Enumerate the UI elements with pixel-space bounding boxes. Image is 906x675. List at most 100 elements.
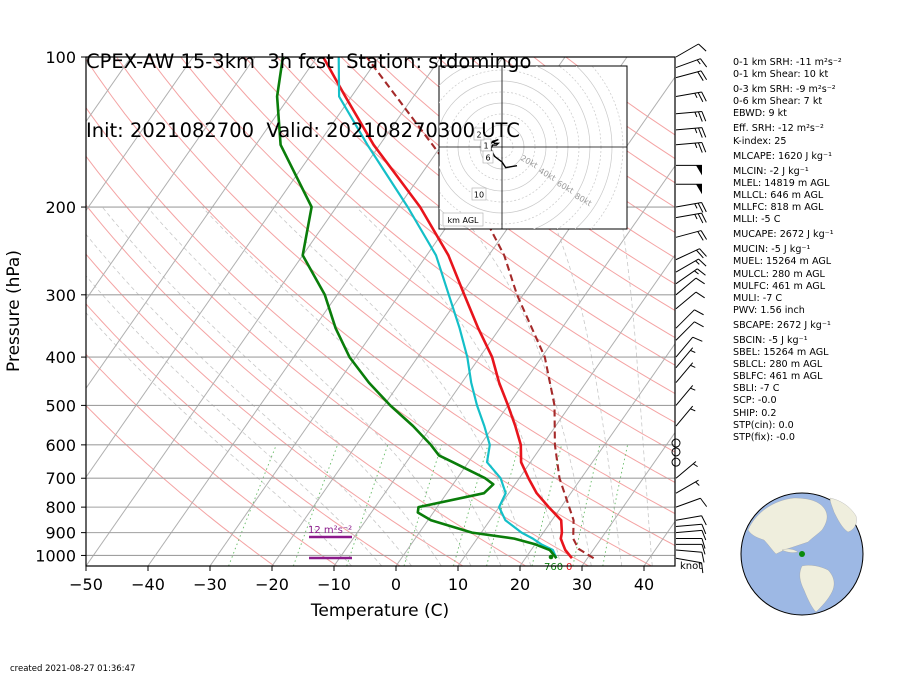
stat-line: MULI: -7 C <box>733 292 783 304</box>
y-tick-label: 800 <box>45 498 76 517</box>
barb-staff <box>675 202 702 208</box>
stat-line: MUCIN: -5 J kg⁻¹ <box>733 244 811 256</box>
barb-flag-half <box>690 364 696 368</box>
moist-adiabat <box>86 312 352 566</box>
isotherm <box>395 165 675 566</box>
barb-flag-full <box>697 142 703 153</box>
barb-flag-full <box>700 497 708 507</box>
stat-line: MUEL: 15264 m AGL <box>733 256 832 268</box>
mixing-ratio-line <box>486 444 520 566</box>
isotherm <box>457 254 675 566</box>
barb-flag-full <box>701 212 707 223</box>
plot-frame <box>85 56 676 567</box>
hodograph-height-box <box>482 150 494 164</box>
wind-barb <box>675 212 707 224</box>
stat-line: EBWD: 9 kt <box>733 108 787 120</box>
wind-barb <box>675 347 696 368</box>
barb-flag-half <box>694 203 698 209</box>
barb-flag-full <box>692 336 703 342</box>
isotherm <box>86 57 256 301</box>
hodograph-height-label: 6 <box>485 154 490 163</box>
barb-staff <box>675 385 694 406</box>
calm-wind-circle <box>671 438 681 448</box>
wind-barb <box>675 549 705 563</box>
barb-flag-full <box>694 321 704 328</box>
chart-title: CPEX-AW 15-3km 3h fcst Station: stdoming… <box>86 4 531 165</box>
moist-adiabat <box>101 206 442 566</box>
calm-wind-circle <box>671 447 681 457</box>
barb-flag-full <box>695 277 705 285</box>
dry-adiabat <box>86 303 401 566</box>
background-lines <box>86 57 675 566</box>
dry-adiabat <box>308 57 675 339</box>
moist-adiabat <box>146 206 472 566</box>
mixing-ratio-line <box>572 444 601 566</box>
stat-line: 0-1 km Shear: 10 kt <box>733 69 829 81</box>
wind-barb <box>675 111 707 122</box>
barb-staff <box>675 347 694 368</box>
wind-barb <box>675 515 707 526</box>
barb-staff <box>675 461 697 479</box>
y-tick-label: 300 <box>45 286 76 305</box>
barb-pennant <box>696 165 702 176</box>
barb-staff <box>675 212 702 219</box>
barb-flag-half <box>690 408 696 412</box>
barb-flag-full <box>701 552 705 563</box>
barb-flag-half <box>695 481 700 486</box>
globe-land-cuba <box>781 548 799 553</box>
dry-adiabat <box>212 57 675 424</box>
wind-barb <box>675 202 707 213</box>
stat-line: SBCAPE: 2672 J kg⁻¹ <box>733 319 831 331</box>
stat-line: MLLFC: 818 m AGL <box>733 202 824 214</box>
wind-barb <box>675 461 698 479</box>
isotherm <box>86 57 194 212</box>
wind-barb <box>676 543 706 555</box>
barb-staff <box>675 43 699 58</box>
isotherm <box>86 57 442 566</box>
stat-line: Eff. SRH: -12 m²s⁻² <box>733 123 824 135</box>
barb-staff <box>675 405 694 427</box>
dry-adiabat <box>340 57 675 312</box>
stability-indices-panel: 0-1 km SRH: -11 m²s⁻² 0-1 km Shear: 10 kt… <box>733 57 842 444</box>
stat-line: MULCL: 280 m AGL <box>733 268 825 280</box>
barb-flag-full <box>694 309 704 316</box>
isotherm <box>519 342 675 566</box>
barb-flag-full <box>697 231 704 241</box>
stat-line: 0-3 km SRH: -9 m²s⁻² <box>733 84 836 96</box>
y-tick-label: 700 <box>45 469 76 488</box>
barb-flag-half <box>694 142 698 149</box>
barb-flag-full <box>701 530 707 541</box>
title-line-2: Init: 2021082700 Valid: 202108270300 UTC <box>86 119 520 142</box>
wind-barb <box>675 291 705 310</box>
stat-line: SBLCL: 280 m AGL <box>733 359 823 371</box>
wind-barb <box>675 91 707 103</box>
barb-staff <box>675 479 699 494</box>
barb-flag-full <box>697 92 704 103</box>
barb-flag-full <box>701 202 707 213</box>
hodograph-height-label: 10 <box>474 191 484 200</box>
isotherm <box>86 57 380 478</box>
wind-barb <box>675 309 704 329</box>
barb-staff <box>675 142 702 146</box>
parcel-marker <box>548 554 554 560</box>
dewpoint-profile <box>275 57 558 560</box>
title-line-1: CPEX-AW 15-3km 3h fcst Station: stdoming… <box>86 50 532 73</box>
stat-line: SHIP: 0.2 <box>733 407 777 419</box>
barb-staff <box>675 523 702 528</box>
stat-line: PWV: 1.56 inch <box>733 304 805 316</box>
globe-land-north-america <box>747 497 828 555</box>
barb-flag-full <box>701 562 704 574</box>
x-tick-label: 30 <box>572 575 592 594</box>
isotherm <box>581 431 675 566</box>
station-marker <box>799 551 805 557</box>
isotherm <box>86 57 318 390</box>
isotherm <box>333 76 675 566</box>
wind-barb <box>675 529 707 541</box>
barb-flag-full <box>696 268 706 276</box>
barb-flag-full <box>697 111 703 122</box>
barb-flag-full <box>700 58 708 68</box>
barb-pennant <box>696 184 702 195</box>
stat-line: 0-1 km SRH: -11 m²s⁻² <box>733 57 842 68</box>
